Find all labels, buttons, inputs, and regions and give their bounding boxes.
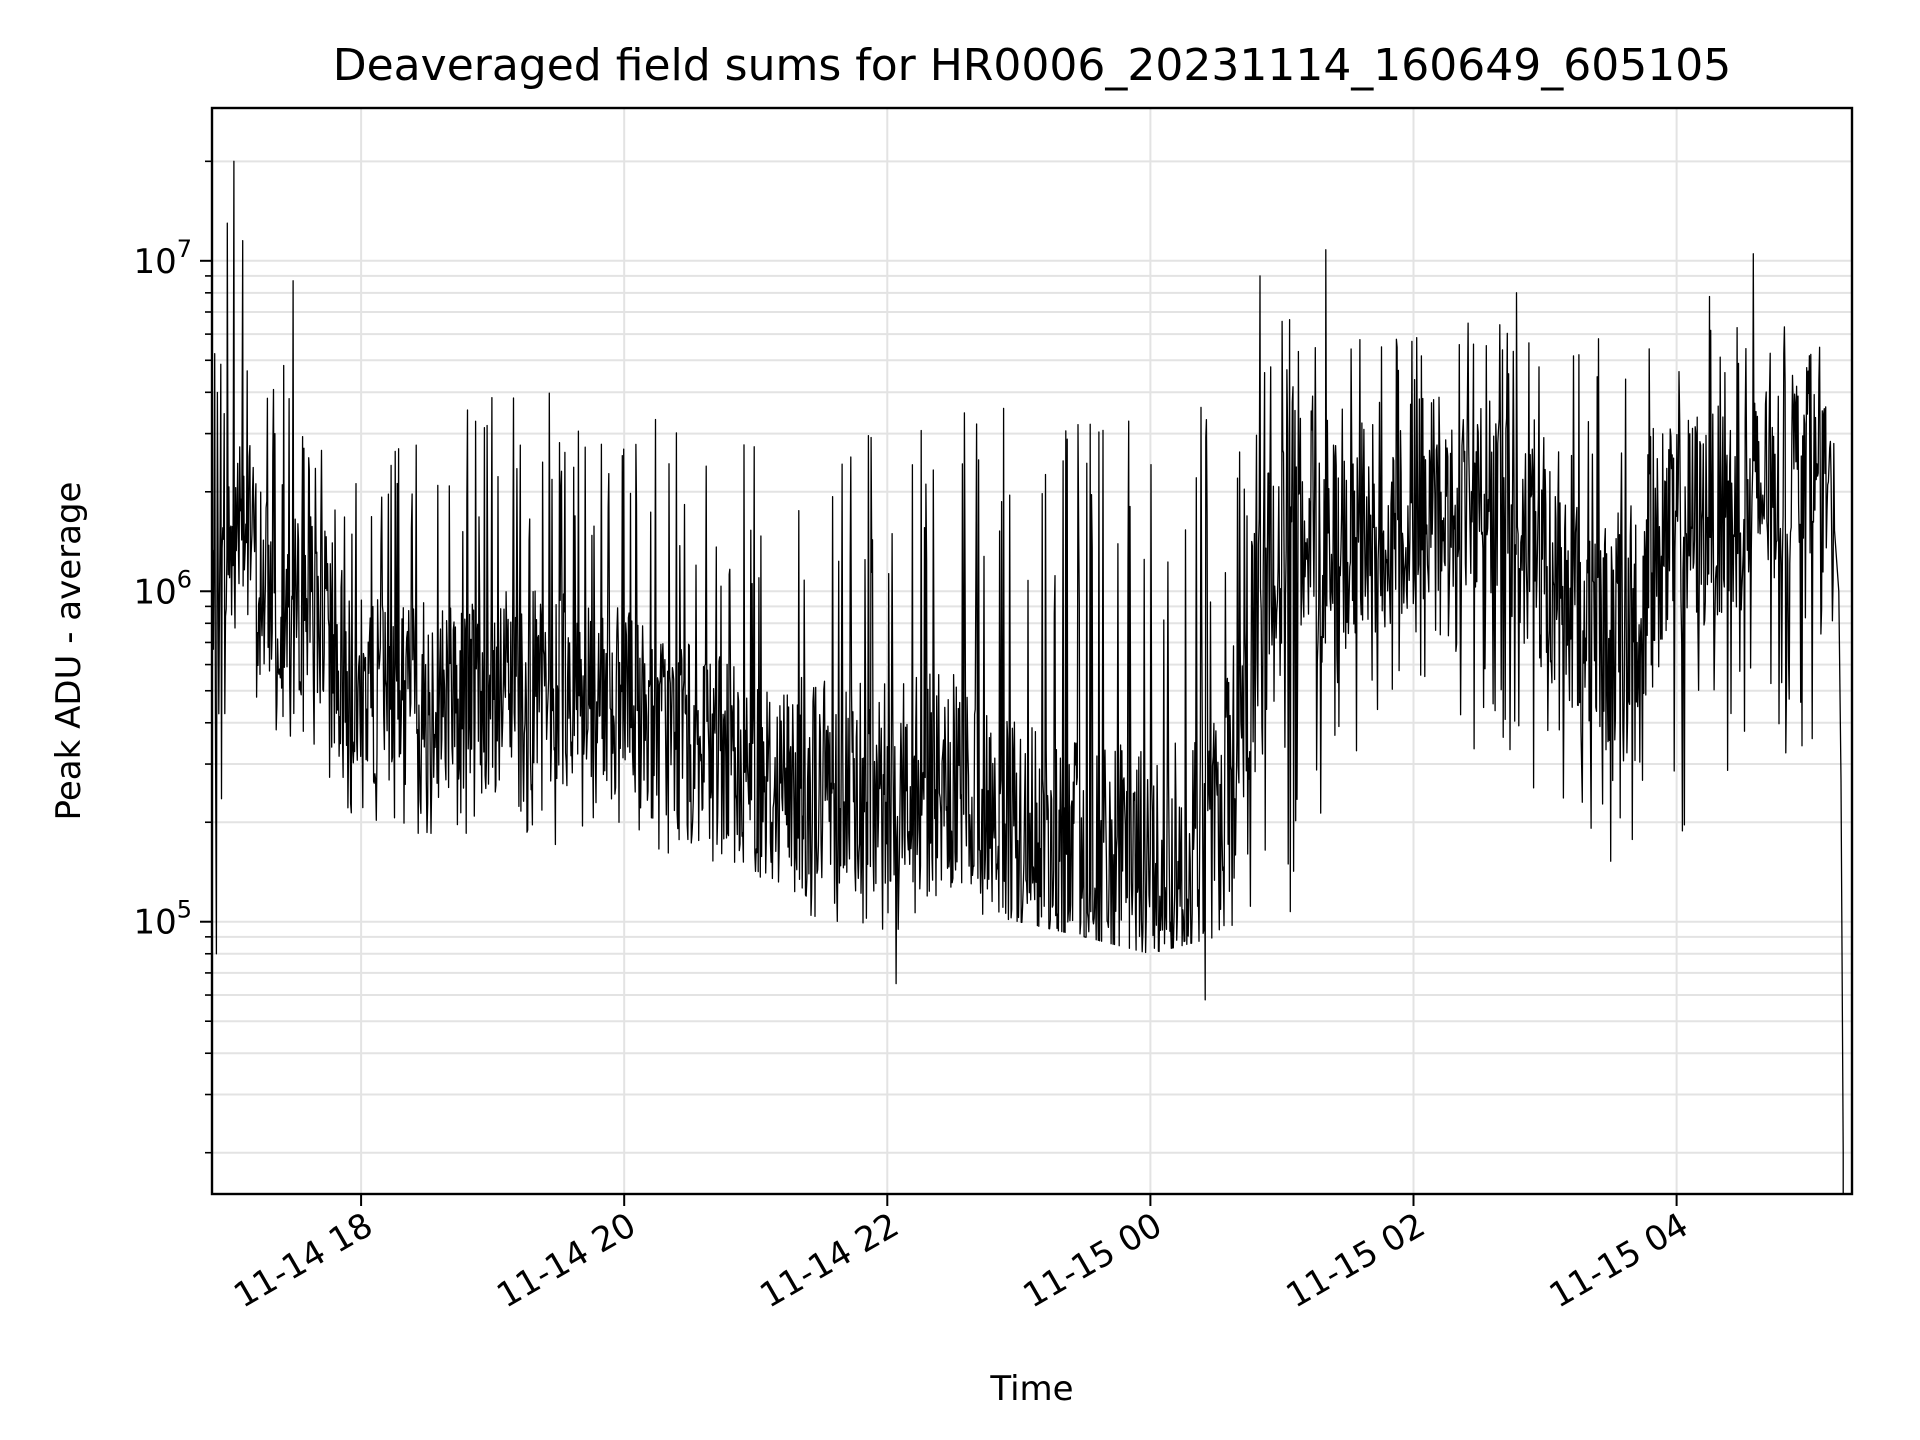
plot-frame: [210, 106, 1854, 1196]
series-line: [212, 160, 1844, 1194]
y-tick-label: 107: [133, 235, 192, 282]
chart-title: Deaveraged field sums for HR0006_2023111…: [333, 40, 1732, 91]
x-axis-label: Time: [989, 1369, 1073, 1409]
y-axis-label: Peak ADU - average: [49, 482, 89, 821]
series-layer: [212, 160, 1844, 1194]
y-tick-label: 105: [133, 896, 192, 943]
y-tick-label: 106: [133, 565, 192, 612]
y-axis: 105 106 107: [133, 160, 212, 1154]
